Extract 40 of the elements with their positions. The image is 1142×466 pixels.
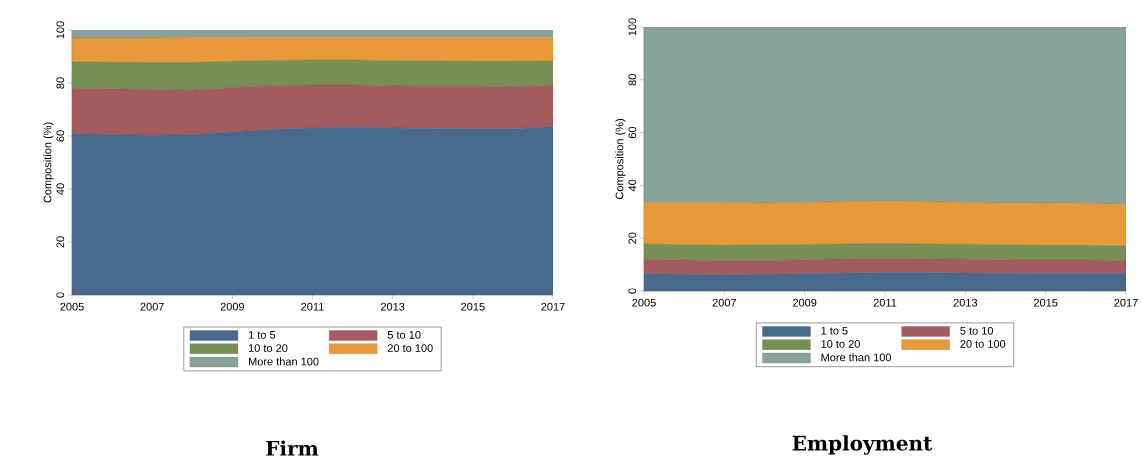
y-tick-label: 100 (56, 21, 65, 39)
x-tick-label: 2015 (461, 302, 485, 311)
x-tick-label: 2007 (712, 298, 737, 307)
y-tick-label: 80 (628, 74, 637, 86)
legend-label: 10 to 20 (821, 340, 860, 348)
y-axis-title: Composition (%) (615, 119, 626, 200)
y-tick-label: 40 (56, 183, 65, 195)
legend-label: More than 100 (821, 353, 892, 362)
legend-label: 1 to 5 (821, 326, 848, 335)
y-tick-label: 20 (56, 236, 65, 248)
text: Employment (792, 435, 933, 455)
legend-label: 5 to 10 (387, 331, 421, 339)
x-tick-label: 2017 (1114, 298, 1138, 307)
y-axis-title: Composition (%) (43, 122, 54, 203)
legend-label: 10 to 20 (248, 344, 288, 352)
y-tick-label: 40 (628, 179, 637, 192)
x-tick-label: 2015 (1033, 298, 1058, 307)
x-tick-label: 2017 (541, 302, 565, 311)
y-tick-label: 0 (628, 288, 637, 294)
x-tick-label: 2005 (632, 298, 656, 307)
x-tick-label: 2007 (140, 302, 164, 311)
legend-label: 20 to 100 (387, 344, 433, 352)
y-tick-label: 20 (628, 232, 637, 244)
x-tick-label: 2009 (792, 298, 817, 307)
x-tick-label: 2009 (220, 302, 245, 311)
y-tick-label: 100 (628, 18, 637, 36)
x-tick-label: 2011 (873, 298, 897, 307)
text: Firm (266, 440, 319, 456)
legend-label: 5 to 10 (960, 326, 994, 335)
x-tick-label: 2011 (301, 302, 324, 311)
legend-label: 20 to 100 (960, 340, 1006, 348)
y-tick-label: 0 (56, 292, 65, 298)
y-tick-label: 80 (56, 77, 65, 89)
y-tick-label: 60 (56, 130, 65, 142)
legend-label: 1 to 5 (248, 331, 276, 339)
x-tick-label: 2013 (380, 302, 405, 311)
y-tick-label: 60 (628, 126, 637, 139)
legend-label: More than 100 (249, 357, 319, 366)
x-tick-label: 2005 (60, 302, 84, 311)
x-tick-label: 2013 (953, 298, 978, 307)
